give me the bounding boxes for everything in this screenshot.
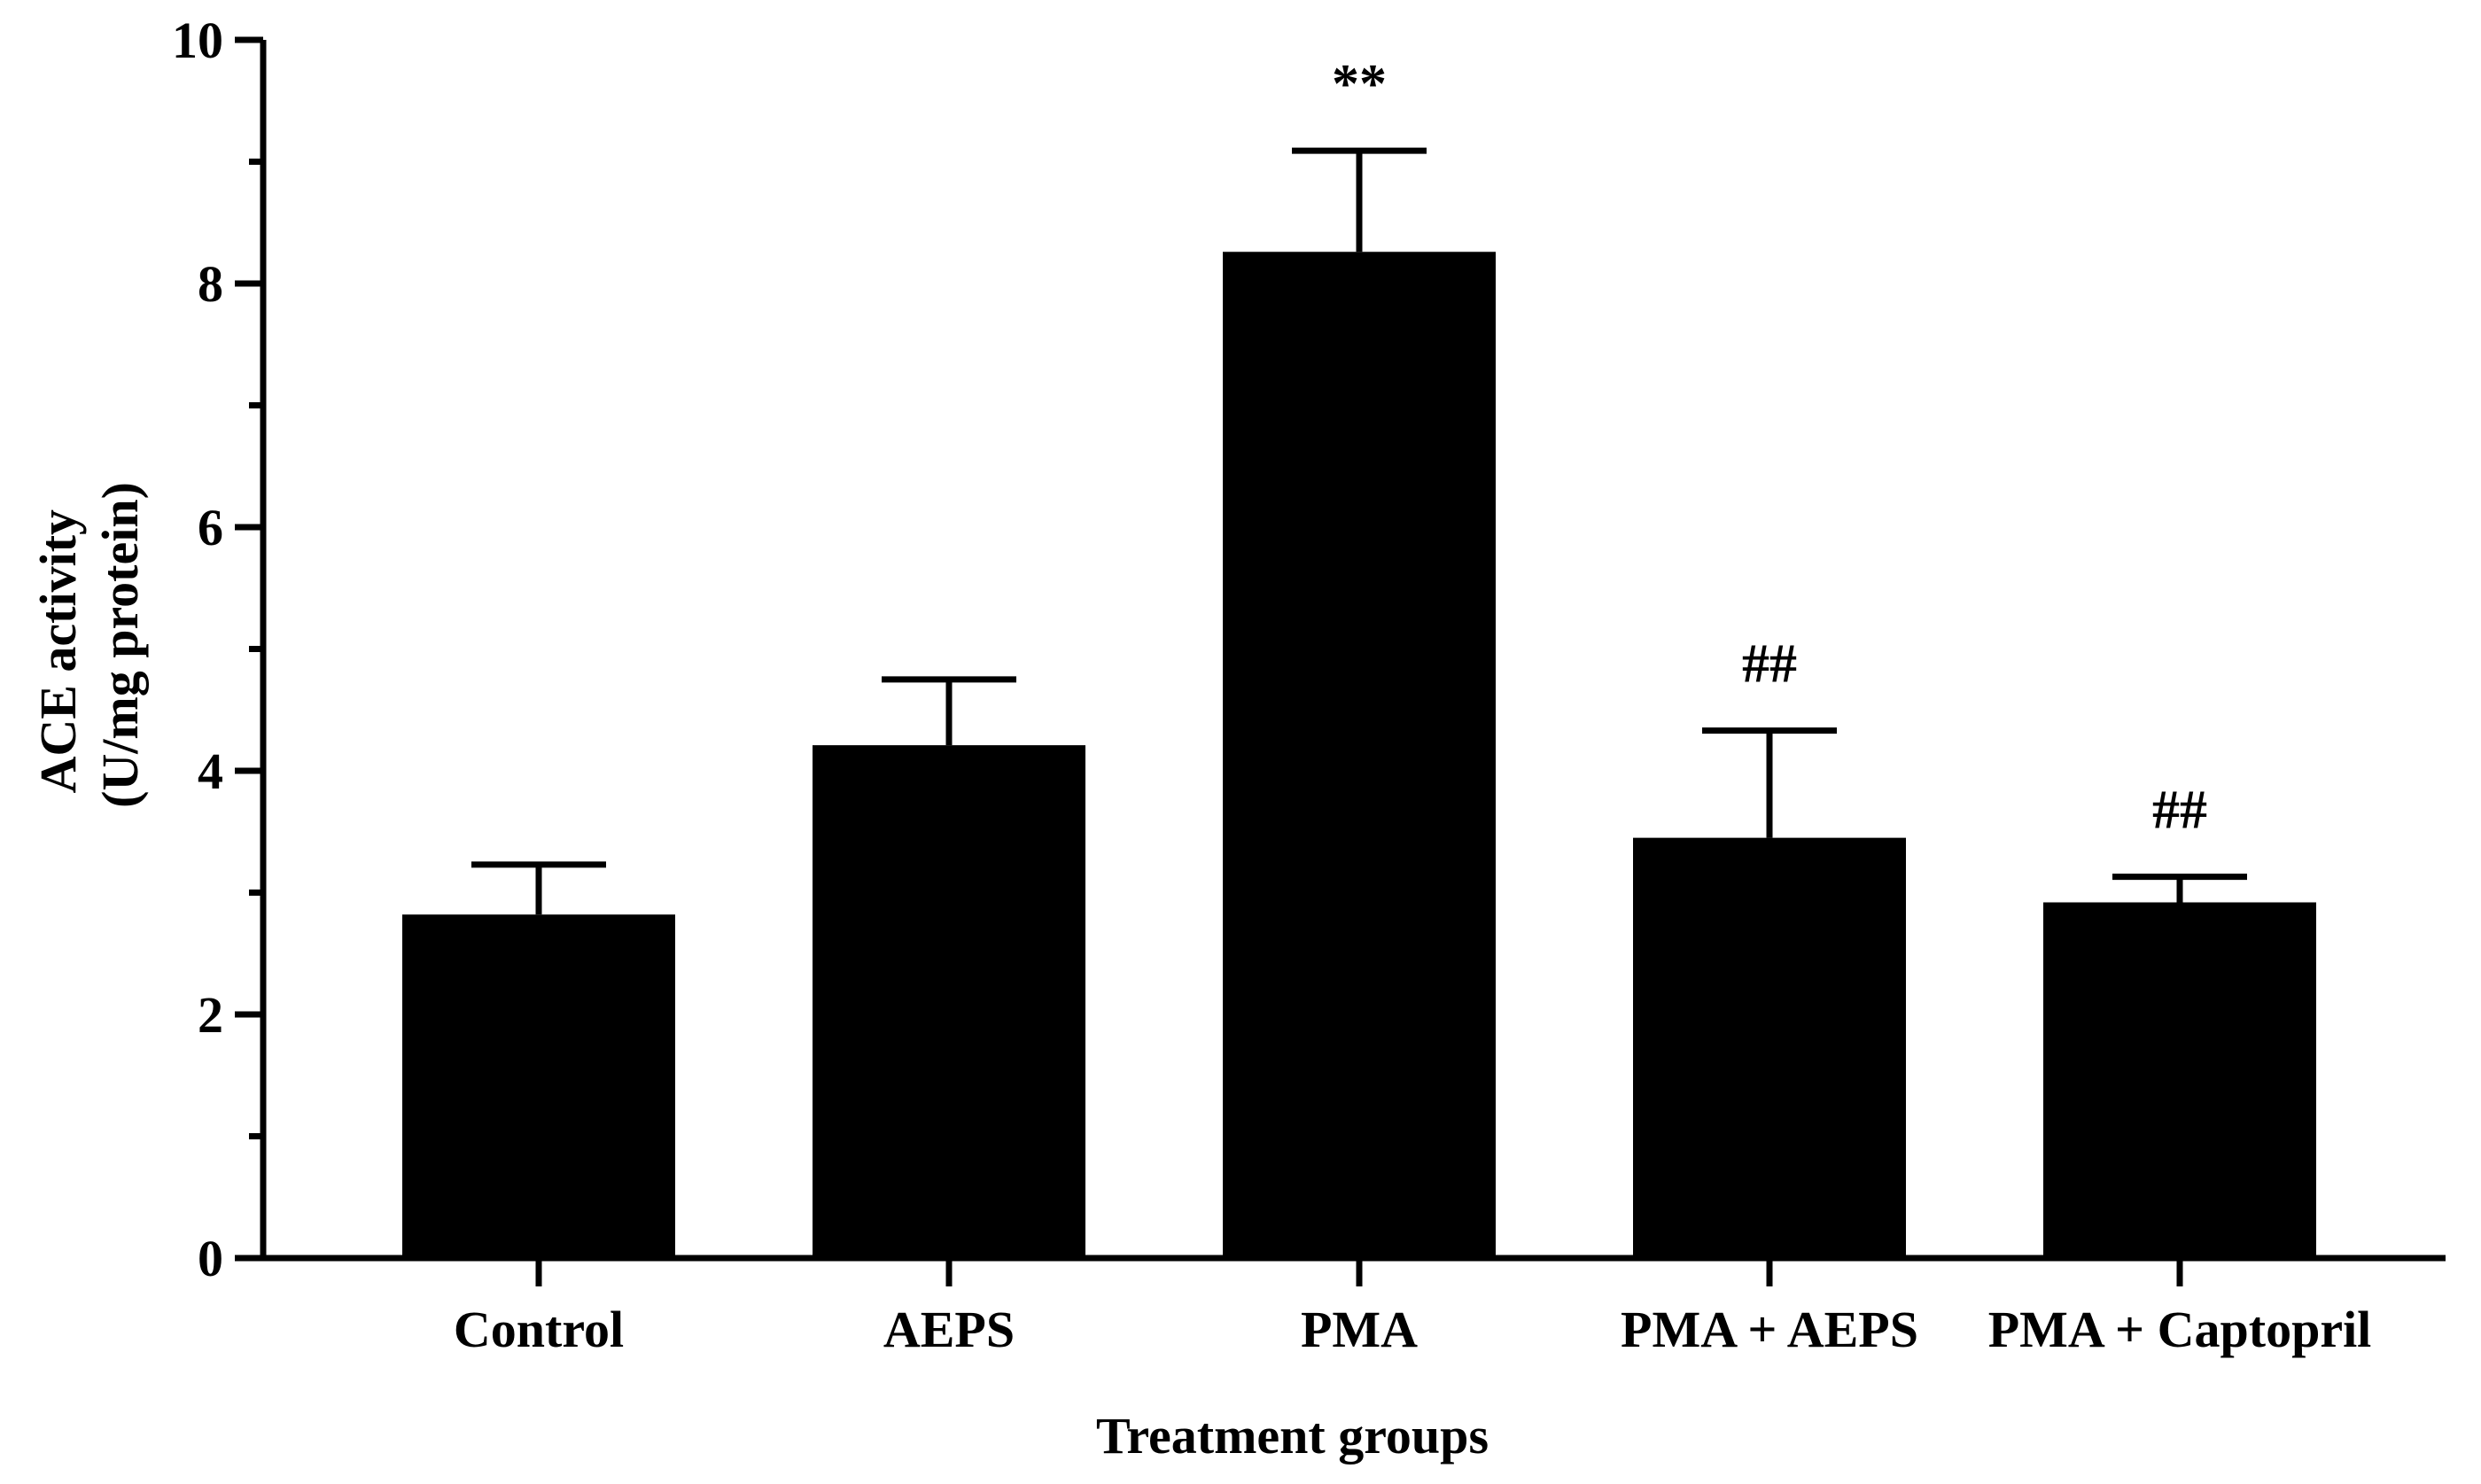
y-tick-label: 4 <box>198 742 223 800</box>
bar <box>2043 902 2316 1258</box>
y-tick-label: 2 <box>198 986 223 1044</box>
y-ticks-layer: 0 2 4 6 8 10 <box>172 12 263 1287</box>
significance-marker: ## <box>2152 781 2207 841</box>
x-ticks-layer: Control AEPS PMA PMA + AEPS PMA + Captopril <box>454 1258 2371 1358</box>
y-axis-title-line-2: (U/mg protein) <box>91 482 149 808</box>
bars-layer <box>402 252 2316 1258</box>
significance-marker: ## <box>1742 634 1797 695</box>
bar <box>402 914 675 1258</box>
x-category-label: Control <box>454 1301 624 1358</box>
x-category-label: PMA + Captopril <box>1988 1301 2372 1358</box>
x-axis-title: Treatment groups <box>1096 1407 1489 1465</box>
x-category-label: AEPS <box>883 1301 1015 1358</box>
x-category-label: PMA + AEPS <box>1621 1301 1918 1358</box>
bar <box>813 745 1085 1258</box>
y-tick-label: 8 <box>198 255 223 313</box>
significance-marker: ** <box>1332 54 1387 114</box>
error-bars-layer <box>471 147 2247 915</box>
y-axis-title: ACE activity (U/mg protein) <box>29 482 149 808</box>
y-axis-title-line-1: ACE activity <box>29 509 87 794</box>
bar <box>1633 837 1906 1258</box>
y-tick-label: 6 <box>198 499 223 556</box>
bar <box>1223 252 1496 1258</box>
y-tick-label: 0 <box>198 1230 223 1287</box>
y-tick-label: 10 <box>172 12 223 69</box>
x-category-label: PMA <box>1301 1301 1418 1358</box>
significance-markers-layer: ** ## ## <box>1332 54 2207 841</box>
